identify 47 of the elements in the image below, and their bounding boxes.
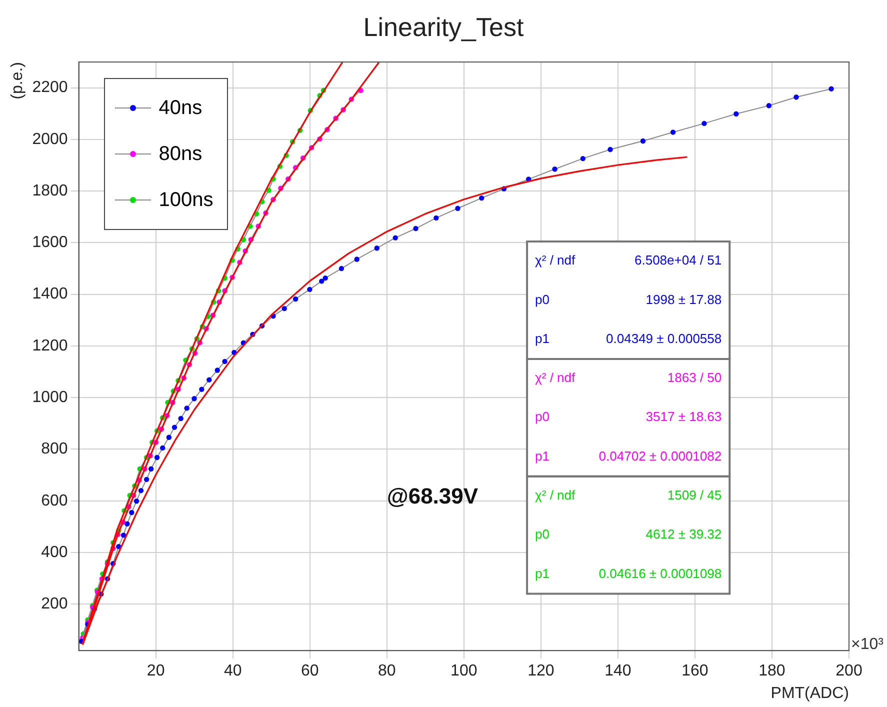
y-tick-label: 400 [41,544,68,561]
legend-label: 40ns [158,96,202,120]
y-tick-label: 2000 [32,130,68,148]
annotation: 1998 ± 17.88 [646,292,722,307]
x-tick-label: 160 [682,662,708,680]
x-tick-label: 120 [528,662,554,680]
x-tick-label: 200 [836,662,862,680]
annotation: 6.508e+04 / 51 [634,252,722,268]
x-tick-label: 40 [224,662,242,680]
y-tick-label: 2200 [32,79,68,96]
x-axis-title: PMT(ADC) [770,684,849,702]
x-tick-label: 180 [758,662,786,680]
x-tick-label: 20 [146,662,165,680]
annotation: p0 [535,292,550,307]
chart-title: Linearity_Test [362,12,525,43]
annotation: p0 [535,526,550,542]
annotation: χ² / ndf [535,252,576,268]
y-tick-label: 1000 [32,389,68,406]
y-tick-label: 600 [41,492,68,510]
y-tick-label: 1600 [32,234,68,252]
annotation: p1 [535,330,550,346]
y-tick-label: 1800 [32,182,68,200]
legend-label: 100ns [158,188,214,212]
annotation: @68.39V [386,484,478,509]
annotation: 0.04616 ± 0.0001098 [598,566,722,581]
legend-label: 80ns [158,142,202,166]
annotation: χ² / ndf [535,488,576,503]
y-tick-label: 1200 [32,337,68,354]
annotation: 0.04349 ± 0.000558 [606,330,722,346]
x-tick-label: 60 [300,662,319,680]
annotation: 4612 ± 39.32 [646,526,722,542]
annotation: 3517 ± 18.63 [646,409,722,424]
annotation: 1509 / 45 [667,488,722,503]
annotation: p0 [535,409,550,424]
x-tick-label: 80 [378,662,396,680]
y-tick-label: 200 [41,596,68,613]
annotation: 1863 / 50 [667,370,722,386]
y-tick-label: 1400 [32,286,68,303]
y-tick-label: 800 [41,440,68,458]
y-axis-title: (p.e.) [9,62,26,100]
text: ×10³ [851,636,884,654]
x-tick-label: 100 [450,662,478,680]
annotation: p1 [535,566,550,581]
annotation: 0.04702 ± 0.0001082 [598,448,722,464]
annotation: p1 [535,448,550,464]
annotation: χ² / ndf [535,370,576,386]
x-tick-label: 140 [604,662,632,680]
